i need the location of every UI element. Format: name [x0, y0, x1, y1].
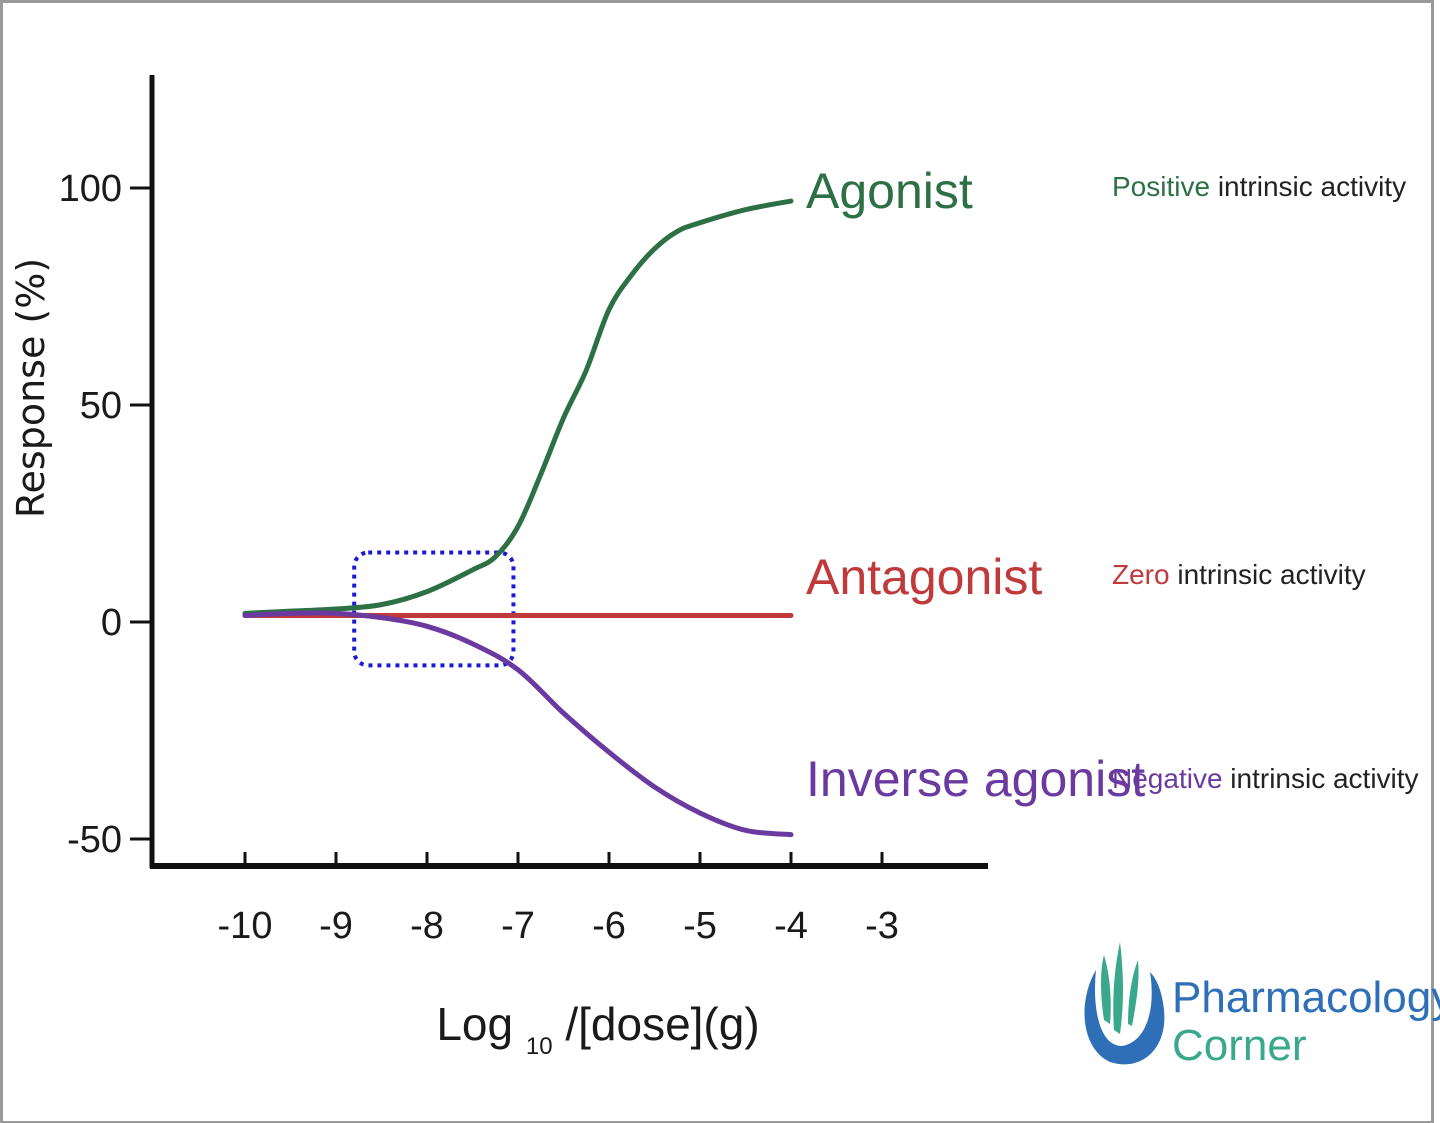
annotation-negative-rest: intrinsic activity [1223, 763, 1419, 794]
x-tick-label: -7 [501, 905, 535, 947]
series-layer [242, 198, 794, 838]
annotation-positive: Positive intrinsic activity [1112, 171, 1406, 202]
annotation-negative: Negative intrinsic activity [1112, 763, 1419, 794]
x-axis-label-main: Log [436, 998, 513, 1050]
pharmacology-corner-logo: Pharmacology Corner [1084, 942, 1440, 1070]
logo-text-corner: Corner [1172, 1021, 1307, 1070]
y-ticks: 100 50 0 -50 [59, 168, 152, 861]
annotation-negative-prefix: Negative [1112, 763, 1223, 794]
logo-text-pharmacology: Pharmacology [1172, 973, 1440, 1022]
x-tick-label: -6 [592, 905, 626, 947]
inverse-agonist-curve [242, 610, 794, 838]
x-axis-label-rest: /[dose](g) [565, 998, 759, 1050]
x-tick-label: -8 [410, 905, 444, 947]
annotation-zero-prefix: Zero [1112, 559, 1170, 590]
y-axis-label: Response (%) [9, 258, 53, 518]
annotation-positive-prefix: Positive [1112, 171, 1210, 202]
annotation-zero: Zero intrinsic activity [1112, 559, 1366, 590]
y-tick-label: 50 [80, 385, 122, 427]
logo-emblem-icon [1084, 942, 1165, 1065]
agonist-curve [242, 198, 794, 616]
series-label-antagonist: Antagonist [806, 549, 1042, 605]
x-tick-label: -3 [865, 905, 899, 947]
x-ticks: -10 -9 -8 -7 -6 -5 -4 -3 [218, 852, 899, 947]
x-tick-label: -4 [774, 905, 808, 947]
series-label-agonist: Agonist [806, 163, 973, 219]
x-axis-label: Log 10 /[dose](g) [436, 998, 759, 1064]
y-tick-label: -50 [67, 819, 122, 861]
y-tick-label: 100 [59, 168, 122, 210]
x-tick-label: -10 [218, 905, 273, 947]
x-tick-label: -9 [319, 905, 353, 947]
highlight-box [352, 550, 516, 668]
x-tick-label: -5 [683, 905, 717, 947]
annotation-positive-rest: intrinsic activity [1210, 171, 1406, 202]
x-axis-label-subscript: 10 [526, 1033, 553, 1060]
series-label-inverse-agonist: Inverse agonist [806, 751, 1145, 807]
annotation-zero-rest: intrinsic activity [1170, 559, 1366, 590]
y-tick-label: 0 [101, 602, 122, 644]
